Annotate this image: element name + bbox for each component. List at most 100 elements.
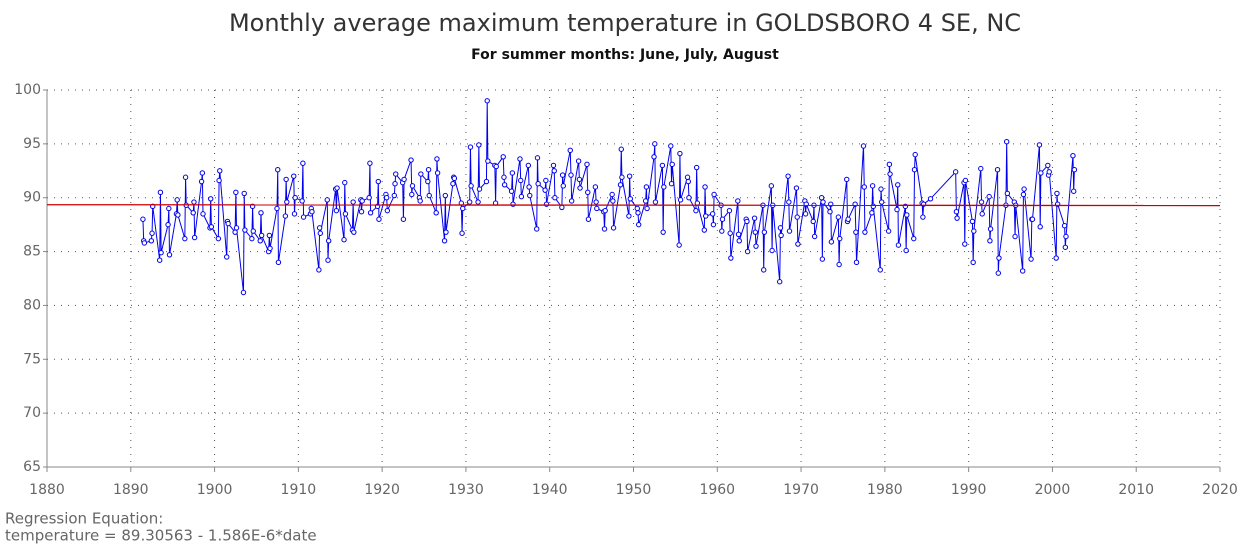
data-point	[158, 249, 164, 256]
data-point	[878, 199, 885, 205]
data-point	[200, 211, 206, 217]
data-point	[166, 252, 173, 258]
data-point	[768, 183, 775, 189]
data-point	[635, 221, 642, 228]
data-point	[157, 189, 164, 196]
data-point	[878, 186, 884, 192]
data-point	[686, 195, 692, 201]
data-point	[383, 195, 390, 201]
data-point	[820, 199, 826, 205]
data-point	[709, 211, 716, 217]
y-tick-label: 100	[14, 82, 41, 98]
data-point	[1038, 170, 1044, 176]
data-point	[559, 172, 566, 178]
data-point	[987, 238, 993, 244]
data-point	[156, 257, 163, 263]
data-point	[1036, 142, 1043, 148]
data-point	[1071, 188, 1077, 194]
data-point	[903, 247, 909, 254]
data-point	[1063, 233, 1069, 240]
data-point	[751, 215, 758, 221]
data-point	[217, 168, 223, 174]
data-point	[795, 241, 801, 247]
data-point	[174, 197, 180, 203]
data-point	[317, 230, 324, 236]
data-point	[518, 177, 524, 184]
data-point	[274, 205, 280, 212]
data-point	[835, 214, 842, 220]
data-point	[1037, 224, 1043, 230]
y-tick-label: 75	[23, 351, 41, 367]
data-point	[1021, 186, 1027, 192]
data-point	[778, 232, 784, 239]
data-point	[794, 214, 800, 220]
data-point	[619, 174, 625, 180]
data-point	[736, 238, 742, 244]
data-point	[190, 210, 196, 216]
data-point	[550, 162, 557, 169]
data-point	[191, 199, 197, 205]
data-point	[793, 185, 800, 191]
x-tick-label: 1990	[951, 482, 987, 498]
data-point	[149, 230, 155, 236]
data-point	[659, 162, 666, 169]
data-point	[534, 226, 540, 232]
data-point	[669, 161, 675, 168]
data-point	[434, 170, 441, 176]
data-point	[334, 185, 340, 191]
data-point	[225, 220, 231, 227]
data-point	[376, 216, 382, 222]
data-point	[232, 229, 238, 235]
data-point	[375, 178, 381, 185]
data-point	[282, 213, 289, 219]
data-point	[283, 176, 289, 183]
data-point	[996, 255, 1002, 261]
x-tick-label: 1900	[197, 482, 233, 498]
data-point	[459, 230, 465, 236]
data-point	[887, 171, 893, 177]
data-point	[1045, 162, 1051, 169]
data-point	[366, 195, 372, 201]
data-point	[701, 227, 707, 233]
data-point	[585, 189, 591, 196]
data-point	[693, 207, 699, 214]
data-point	[300, 214, 307, 220]
data-point	[819, 256, 826, 262]
data-point	[284, 199, 290, 205]
data-point	[676, 242, 682, 248]
data-point	[735, 231, 742, 238]
data-point	[668, 143, 674, 149]
data-point	[877, 267, 883, 273]
x-tick-label: 1880	[29, 482, 65, 498]
data-point	[417, 198, 423, 204]
annotation: temperature = 89.30563 - 1.586E-6*date	[5, 527, 317, 545]
data-point	[684, 174, 691, 180]
data-point	[1003, 139, 1010, 145]
data-point	[970, 259, 976, 266]
data-point	[594, 205, 600, 212]
data-point	[769, 247, 775, 254]
x-tick-label: 1960	[699, 482, 735, 498]
data-point	[1053, 255, 1059, 261]
data-point	[735, 198, 741, 204]
y-tick-label: 80	[23, 297, 41, 313]
x-tick-label: 2010	[1118, 482, 1154, 498]
data-point	[409, 183, 416, 189]
data-point	[1028, 256, 1034, 262]
data-point	[987, 226, 994, 232]
data-point	[191, 234, 198, 241]
data-point	[258, 232, 265, 239]
data-point	[241, 190, 247, 197]
data-point	[208, 196, 214, 202]
data-point	[165, 221, 171, 228]
data-point	[711, 191, 717, 198]
data-point	[433, 210, 439, 216]
data-point	[358, 209, 365, 215]
data-point	[299, 198, 305, 204]
data-point	[811, 233, 818, 240]
data-point	[434, 156, 440, 162]
data-point	[920, 214, 926, 220]
data-point	[559, 204, 565, 211]
data-point	[475, 199, 481, 205]
data-point	[576, 176, 583, 183]
